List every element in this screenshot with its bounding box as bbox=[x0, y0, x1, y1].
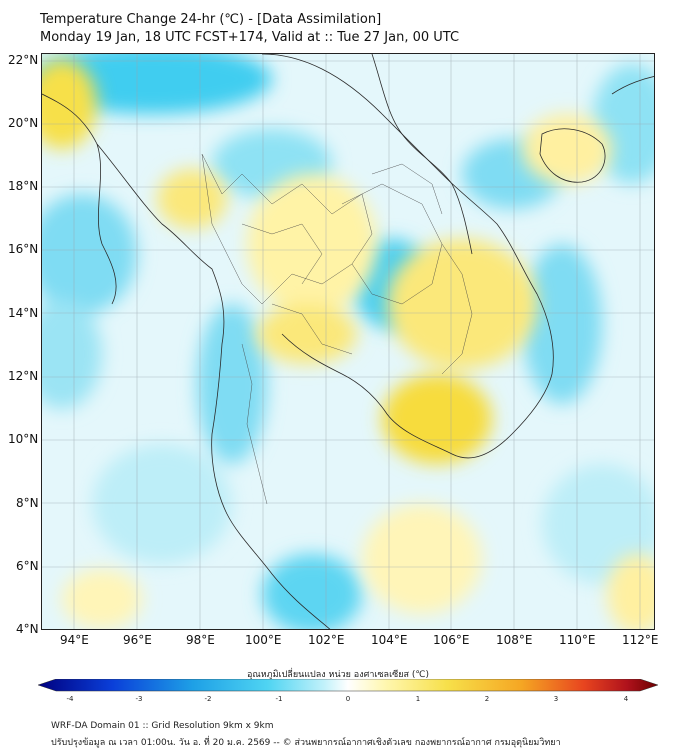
lon-label: 100°E bbox=[245, 633, 282, 647]
lat-label: 20°N bbox=[8, 116, 39, 130]
colorbar-tick: 4 bbox=[624, 695, 629, 703]
colorbar-tick: -4 bbox=[67, 695, 75, 703]
lon-label: 106°E bbox=[433, 633, 470, 647]
title-line-2: Monday 19 Jan, 18 UTC FCST+174, Valid at… bbox=[40, 30, 460, 45]
colorbar: -4 -3 -2 -1 0 1 2 3 4 bbox=[38, 679, 658, 703]
lat-label: 16°N bbox=[8, 242, 39, 256]
province-borders bbox=[201, 153, 473, 505]
lon-label: 110°E bbox=[559, 633, 596, 647]
lon-label: 98°E bbox=[186, 633, 215, 647]
lat-label: 18°N bbox=[8, 179, 39, 193]
lat-label: 8°N bbox=[16, 496, 39, 510]
lat-label: 14°N bbox=[8, 306, 39, 320]
colorbar-tick: -1 bbox=[276, 695, 283, 703]
lon-label: 102°E bbox=[308, 633, 345, 647]
colorbar-tick: 1 bbox=[416, 695, 420, 703]
lat-label: 6°N bbox=[16, 559, 39, 573]
lat-label: 22°N bbox=[8, 53, 39, 67]
colorbar-label: อุณหภูมิเปลี่ยนแปลง หน่วย องศาเซลเซียส (… bbox=[246, 670, 430, 680]
map-title: Temperature Change 24-hr (℃) - [Data Ass… bbox=[40, 11, 459, 47]
colorbar-tick: -2 bbox=[205, 695, 212, 703]
footer-line-2: ปรับปรุงข้อมูล ณ เวลา 01:00น. วัน อ. ที่… bbox=[51, 738, 561, 748]
lon-label: 94°E bbox=[60, 633, 89, 647]
graticule bbox=[42, 54, 654, 629]
lon-label: 104°E bbox=[371, 633, 408, 647]
colorbar-tick: 2 bbox=[485, 695, 489, 703]
colorbar-tick: -3 bbox=[136, 695, 143, 703]
lat-label: 12°N bbox=[8, 369, 39, 383]
coastlines bbox=[42, 54, 654, 629]
map-panel bbox=[41, 53, 655, 630]
lon-label: 108°E bbox=[496, 633, 533, 647]
title-line-1: Temperature Change 24-hr (℃) - [Data Ass… bbox=[40, 12, 382, 27]
lon-label: 96°E bbox=[123, 633, 152, 647]
warming-areas bbox=[42, 59, 654, 629]
colorbar-gradient bbox=[38, 679, 658, 692]
lat-label: 4°N bbox=[16, 622, 39, 636]
temperature-field-map bbox=[42, 54, 654, 629]
colorbar-tick: 3 bbox=[554, 695, 558, 703]
colorbar-tick: 0 bbox=[346, 695, 350, 703]
footer-line-1: WRF-DA Domain 01 :: Grid Resolution 9km … bbox=[51, 721, 274, 731]
lat-label: 10°N bbox=[8, 432, 39, 446]
lon-label: 112°E bbox=[622, 633, 659, 647]
